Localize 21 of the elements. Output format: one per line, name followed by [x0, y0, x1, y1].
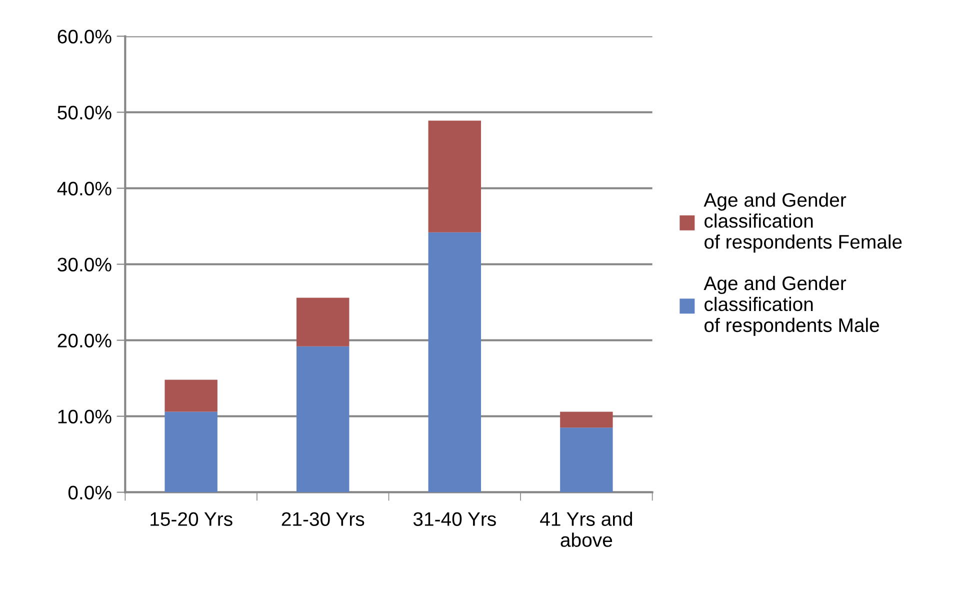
bar	[164, 380, 218, 412]
legend-label: Age and Gender classification of respondents Female	[704, 192, 902, 253]
bar	[296, 298, 350, 346]
bar	[428, 120, 482, 232]
bar	[428, 232, 482, 492]
bar	[164, 412, 218, 492]
y-tick-label: 10.0%	[58, 410, 112, 424]
y-tick-label: 30.0%	[58, 258, 112, 272]
x-tick-label: 15-20 Yrs	[150, 512, 232, 526]
y-tick-label: 0.0%	[68, 486, 112, 500]
x-tick-label: 41 Yrs and above	[540, 512, 632, 547]
y-tick-label: 50.0%	[58, 106, 112, 120]
x-tick-label: 21-30 Yrs	[282, 512, 364, 526]
y-tick-label: 20.0%	[58, 334, 112, 348]
y-tick-label: 60.0%	[58, 30, 112, 44]
legend-label: Age and Gender classification of respondents Male	[704, 276, 880, 336]
bar	[296, 346, 350, 492]
bar	[560, 428, 613, 492]
x-tick-label: 31-40 Yrs	[413, 512, 496, 526]
y-tick-label: 40.0%	[57, 182, 112, 196]
bar	[560, 412, 613, 428]
